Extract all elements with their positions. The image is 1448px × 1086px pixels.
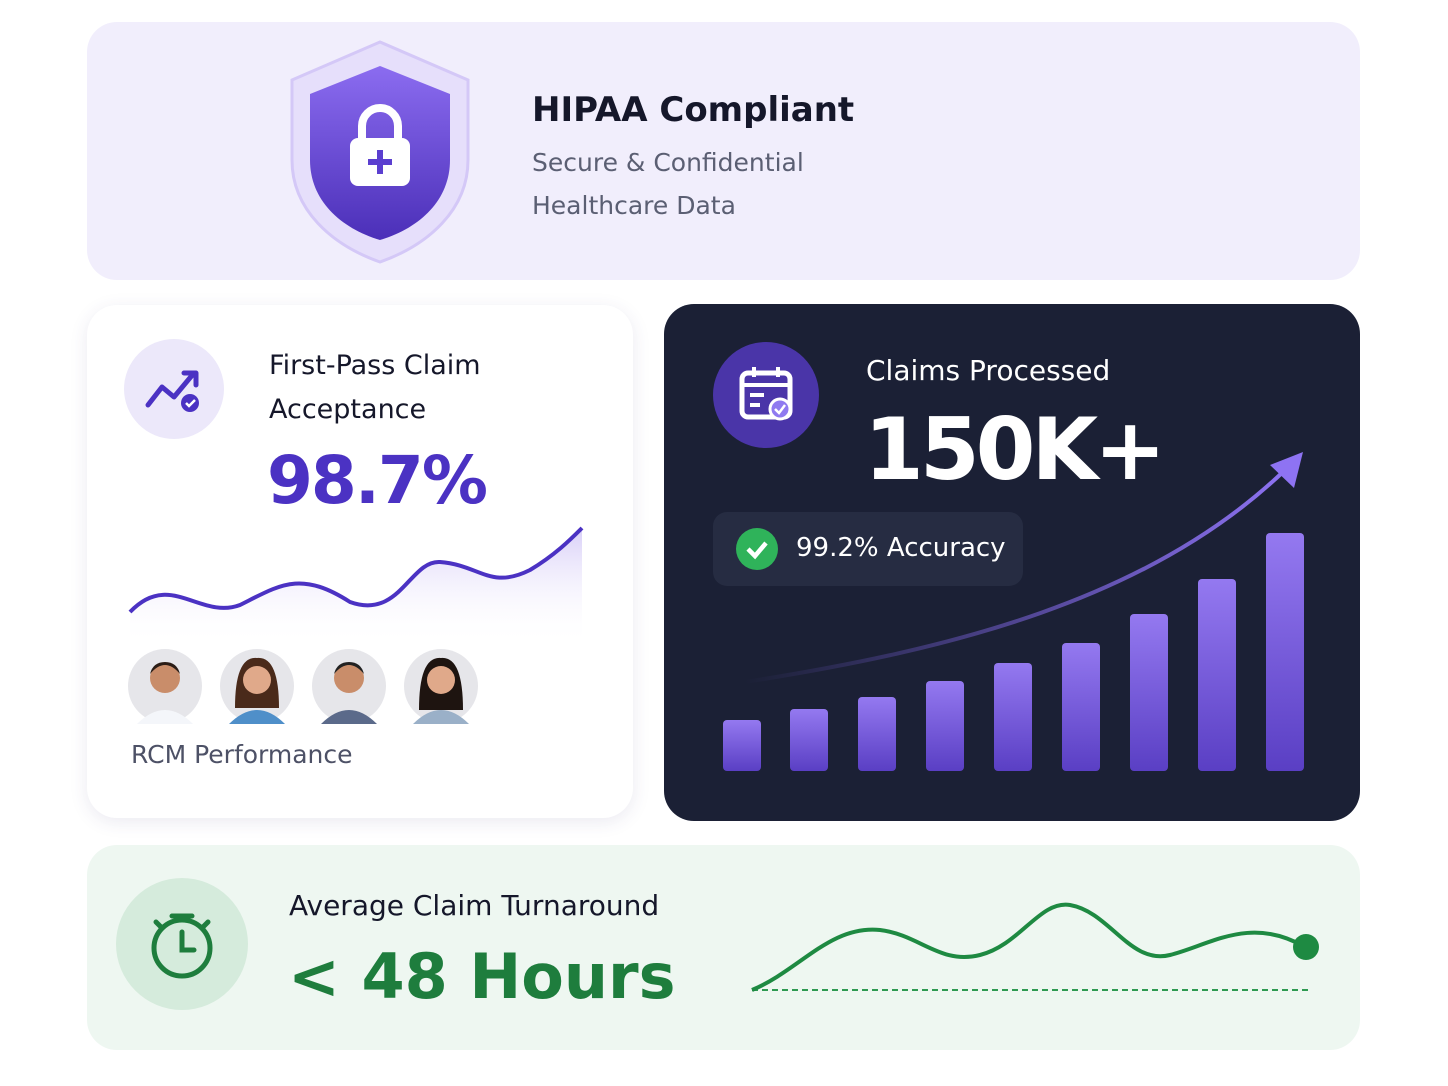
arrow-head — [1270, 452, 1303, 488]
turnaround-card — [87, 845, 1360, 1050]
bar — [858, 697, 896, 771]
hipaa-subtitle: Healthcare Data — [532, 191, 736, 220]
accuracy-text: 99.2% Accuracy — [796, 533, 1006, 563]
bar — [994, 663, 1032, 771]
claims-value: 150K+ — [864, 400, 1166, 500]
hipaa-title: HIPAA Compliant — [532, 90, 855, 130]
avatar — [220, 649, 294, 724]
bar — [926, 681, 964, 771]
bar — [723, 720, 761, 771]
trend-arrow — [744, 468, 1287, 684]
first-pass-footer: RCM Performance — [131, 740, 353, 769]
turnaround-value: < 48 Hours — [288, 940, 676, 1013]
calendar-icon — [713, 342, 819, 448]
bar — [1198, 579, 1236, 771]
avatars — [128, 649, 478, 724]
bar — [1130, 614, 1168, 771]
avatar — [128, 649, 202, 724]
timer-icon — [116, 878, 248, 1010]
shield-icon — [290, 40, 470, 264]
turnaround-label: Average Claim Turnaround — [289, 889, 660, 922]
bar — [790, 709, 828, 771]
check-icon — [736, 528, 778, 570]
bar — [1266, 533, 1304, 771]
avatar — [312, 649, 386, 724]
trend-icon — [124, 339, 224, 439]
bar — [1062, 643, 1100, 771]
avatar — [404, 649, 478, 724]
claims-label: Claims Processed — [866, 354, 1111, 387]
first-pass-label: First-Pass Claim Acceptance — [269, 350, 481, 425]
hipaa-subtitle: Secure & Confidential — [532, 148, 804, 177]
first-pass-value: 98.7% — [267, 442, 488, 519]
